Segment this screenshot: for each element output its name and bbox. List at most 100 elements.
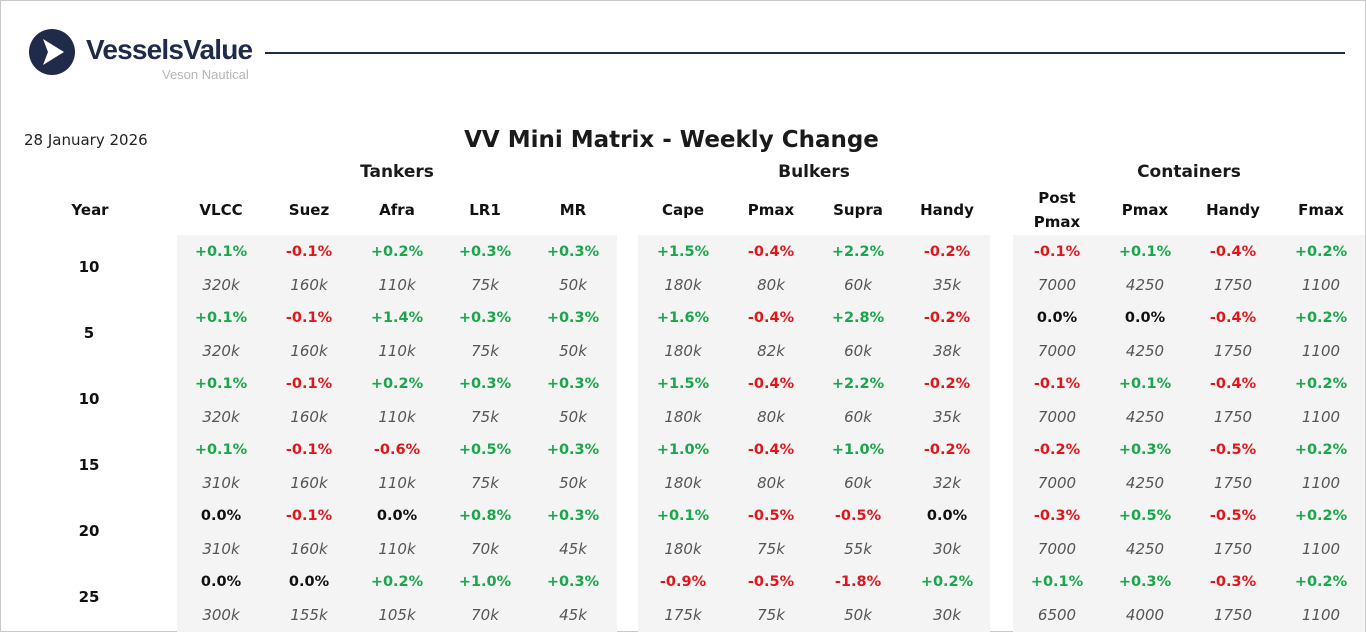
column-header: VLCC: [199, 201, 243, 219]
value-cell: 110k: [378, 540, 416, 558]
value-cell: 110k: [378, 474, 416, 492]
weekly-change-cell: +1.0%: [831, 442, 885, 458]
value-cell: 180k: [664, 342, 702, 360]
weekly-change-cell: -0.5%: [834, 508, 882, 524]
weekly-change-cell: -0.4%: [1209, 376, 1257, 392]
value-cell: 75k: [471, 342, 499, 360]
group-title-tankers: Tankers: [360, 162, 434, 182]
weekly-change-cell: -0.1%: [1033, 244, 1081, 260]
column-header: Handy: [1206, 201, 1260, 219]
value-cell: 160k: [290, 408, 328, 426]
weekly-change-cell: 0.0%: [200, 508, 242, 524]
value-cell: 1100: [1301, 540, 1341, 558]
weekly-change-cell: +0.2%: [370, 376, 424, 392]
value-cell: 38k: [933, 342, 961, 360]
value-cell: 4250: [1125, 408, 1165, 426]
weekly-change-cell: +0.3%: [1118, 442, 1172, 458]
tankers-panel: [177, 235, 617, 632]
value-cell: 50k: [559, 276, 587, 294]
weekly-change-cell: -0.5%: [1209, 508, 1257, 524]
value-cell: 1100: [1301, 474, 1341, 492]
value-cell: 70k: [471, 540, 499, 558]
value-cell: 4250: [1125, 342, 1165, 360]
weekly-change-cell: -0.2%: [923, 310, 971, 326]
column-header: Suez: [288, 201, 330, 219]
value-cell: 55k: [844, 540, 872, 558]
weekly-change-cell: -0.2%: [923, 376, 971, 392]
value-cell: 160k: [290, 276, 328, 294]
value-cell: 110k: [378, 276, 416, 294]
weekly-change-cell: -0.4%: [747, 310, 795, 326]
column-header: Afra: [379, 201, 415, 219]
value-cell: 75k: [471, 408, 499, 426]
value-cell: 1100: [1301, 276, 1341, 294]
weekly-change-cell: +0.2%: [1294, 574, 1348, 590]
value-cell: 175k: [664, 606, 702, 624]
weekly-change-cell: -0.1%: [285, 508, 333, 524]
value-cell: 70k: [471, 606, 499, 624]
weekly-change-cell: +0.1%: [194, 376, 248, 392]
weekly-change-cell: +0.2%: [370, 244, 424, 260]
weekly-change-cell: -0.2%: [923, 442, 971, 458]
group-title-bulkers: Bulkers: [778, 162, 850, 182]
weekly-change-cell: +0.3%: [546, 442, 600, 458]
report-date: 28 January 2026: [24, 131, 148, 149]
weekly-change-cell: -1.8%: [834, 574, 882, 590]
weekly-change-cell: 0.0%: [1124, 310, 1166, 326]
weekly-change-cell: -0.5%: [747, 508, 795, 524]
weekly-change-cell: -0.4%: [1209, 244, 1257, 260]
value-cell: 180k: [664, 540, 702, 558]
value-cell: 105k: [378, 606, 416, 624]
weekly-change-cell: +1.4%: [370, 310, 424, 326]
weekly-change-cell: -0.4%: [1209, 310, 1257, 326]
weekly-change-cell: +0.2%: [1294, 376, 1348, 392]
weekly-change-cell: -0.3%: [1033, 508, 1081, 524]
weekly-change-cell: +0.2%: [1294, 244, 1348, 260]
weekly-change-cell: +0.1%: [194, 310, 248, 326]
weekly-change-cell: +0.5%: [1118, 508, 1172, 524]
value-cell: 45k: [559, 540, 587, 558]
weekly-change-cell: -0.6%: [373, 442, 421, 458]
year-label: 20: [78, 522, 100, 540]
value-cell: 1100: [1301, 342, 1341, 360]
value-cell: 180k: [664, 474, 702, 492]
value-cell: 180k: [664, 276, 702, 294]
column-header: Cape: [661, 201, 705, 219]
value-cell: 110k: [378, 342, 416, 360]
weekly-change-cell: +0.1%: [194, 244, 248, 260]
brand-subtitle: Veson Nautical: [162, 67, 249, 82]
weekly-change-cell: 0.0%: [376, 508, 418, 524]
value-cell: 155k: [290, 606, 328, 624]
column-header: Pmax: [1121, 201, 1169, 219]
value-cell: 4000: [1125, 606, 1165, 624]
header-divider: [265, 52, 1345, 54]
value-cell: 4250: [1125, 474, 1165, 492]
value-cell: 35k: [933, 408, 961, 426]
weekly-change-cell: +0.3%: [458, 310, 512, 326]
value-cell: 1100: [1301, 408, 1341, 426]
value-cell: 75k: [471, 474, 499, 492]
year-label: 15: [78, 456, 100, 474]
value-cell: 1750: [1213, 474, 1253, 492]
weekly-change-cell: +0.8%: [458, 508, 512, 524]
value-cell: 320k: [202, 342, 240, 360]
weekly-change-cell: 0.0%: [926, 508, 968, 524]
weekly-change-cell: +1.5%: [656, 376, 710, 392]
value-cell: 4250: [1125, 276, 1165, 294]
weekly-change-cell: +0.1%: [194, 442, 248, 458]
value-cell: 7000: [1037, 474, 1077, 492]
value-cell: 30k: [933, 540, 961, 558]
weekly-change-cell: +0.3%: [546, 376, 600, 392]
weekly-change-cell: +0.3%: [546, 244, 600, 260]
value-cell: 1750: [1213, 342, 1253, 360]
value-cell: 80k: [757, 474, 785, 492]
weekly-change-cell: -0.1%: [285, 376, 333, 392]
weekly-change-cell: +0.3%: [1118, 574, 1172, 590]
value-cell: 82k: [757, 342, 785, 360]
weekly-change-cell: +2.2%: [831, 376, 885, 392]
value-cell: 60k: [844, 342, 872, 360]
column-header: Post Pmax: [1033, 189, 1081, 231]
value-cell: 45k: [559, 606, 587, 624]
weekly-change-cell: -0.2%: [1033, 442, 1081, 458]
bulkers-panel: [638, 235, 990, 632]
